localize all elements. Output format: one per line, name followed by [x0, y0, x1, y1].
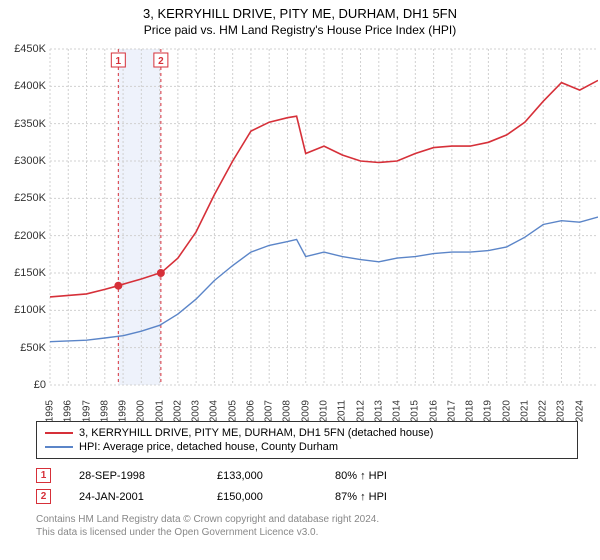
sale-price: £150,000 — [217, 491, 307, 503]
legend-item: 3, KERRYHILL DRIVE, PITY ME, DURHAM, DH1… — [45, 426, 569, 440]
sale-badge: 1 — [36, 468, 51, 483]
x-tick-label: 2010 — [319, 400, 330, 422]
x-tick-label: 2017 — [446, 400, 457, 422]
legend-label: HPI: Average price, detached house, Coun… — [79, 441, 338, 453]
x-tick-label: 1997 — [81, 400, 92, 422]
sale-row: 2 24-JAN-2001 £150,000 87% ↑ HPI — [36, 486, 576, 507]
x-tick-label: 2005 — [227, 400, 238, 422]
sale-badge: 2 — [36, 489, 51, 504]
x-tick-label: 2023 — [556, 400, 567, 422]
svg-text:2: 2 — [158, 56, 164, 67]
legend-swatch — [45, 446, 73, 448]
x-tick-label: 2004 — [209, 400, 220, 422]
sales-table: 1 28-SEP-1998 £133,000 80% ↑ HPI 2 24-JAN-200… — [36, 465, 576, 507]
legend-swatch — [45, 432, 73, 434]
sale-row: 1 28-SEP-1998 £133,000 80% ↑ HPI — [36, 465, 576, 486]
footer-line-2: This data is licensed under the Open Gov… — [36, 526, 576, 539]
sale-price: £133,000 — [217, 470, 307, 482]
x-tick-label: 2008 — [282, 400, 293, 422]
x-tick-label: 2019 — [483, 400, 494, 422]
chart-container: 3, KERRYHILL DRIVE, PITY ME, DURHAM, DH1… — [0, 0, 600, 560]
x-tick-label: 2012 — [355, 400, 366, 422]
legend-label: 3, KERRYHILL DRIVE, PITY ME, DURHAM, DH1… — [79, 427, 433, 439]
sale-hpi: 80% ↑ HPI — [335, 470, 387, 482]
legend: 3, KERRYHILL DRIVE, PITY ME, DURHAM, DH1… — [36, 421, 578, 459]
sale-date: 24-JAN-2001 — [79, 491, 189, 503]
x-tick-label: 2014 — [392, 400, 403, 422]
x-tick-label: 2013 — [373, 400, 384, 422]
sale-date: 28-SEP-1998 — [79, 470, 189, 482]
x-tick-label: 2001 — [154, 400, 165, 422]
x-tick-label: 2007 — [264, 400, 275, 422]
x-tick-label: 2009 — [300, 400, 311, 422]
x-tick-label: 2002 — [172, 400, 183, 422]
x-tick-label: 1999 — [118, 400, 129, 422]
x-tick-label: 1996 — [63, 400, 74, 422]
x-tick-label: 2015 — [410, 400, 421, 422]
x-tick-label: 2024 — [574, 400, 585, 422]
x-tick-label: 2000 — [136, 400, 147, 422]
x-tick-label: 2021 — [519, 400, 530, 422]
x-tick-label: 2016 — [428, 400, 439, 422]
x-tick-label: 2011 — [337, 400, 348, 422]
footer-line-1: Contains HM Land Registry data © Crown c… — [36, 513, 576, 526]
chart-title: 3, KERRYHILL DRIVE, PITY ME, DURHAM, DH1… — [0, 0, 600, 21]
footer: Contains HM Land Registry data © Crown c… — [36, 513, 576, 539]
chart-svg: 12 — [38, 43, 598, 413]
x-tick-label: 2022 — [538, 400, 549, 422]
x-tick-label: 2020 — [501, 400, 512, 422]
x-tick-label: 2006 — [245, 400, 256, 422]
svg-text:1: 1 — [116, 56, 122, 67]
x-tick-label: 2018 — [465, 400, 476, 422]
chart-subtitle: Price paid vs. HM Land Registry's House … — [0, 21, 600, 43]
legend-item: HPI: Average price, detached house, Coun… — [45, 440, 569, 454]
x-tick-label: 1998 — [99, 400, 110, 422]
x-tick-label: 1995 — [45, 400, 56, 422]
x-tick-label: 2003 — [191, 400, 202, 422]
x-axis-ticks: 1995199619971998199920002001200220032004… — [50, 385, 598, 413]
sale-hpi: 87% ↑ HPI — [335, 491, 387, 503]
chart-area: £0£50K£100K£150K£200K£250K£300K£350K£400… — [38, 43, 598, 413]
